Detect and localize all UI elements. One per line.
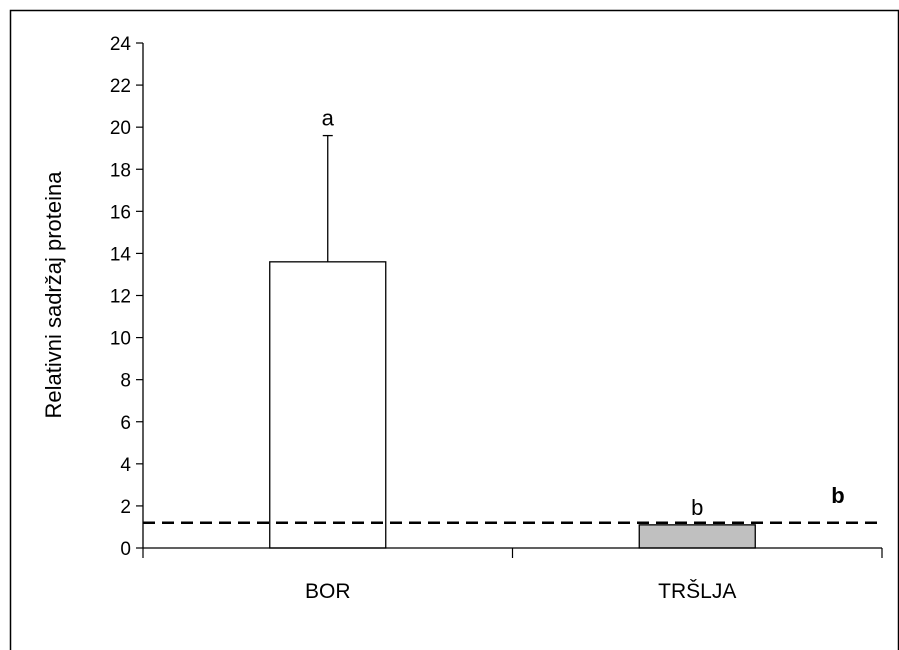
y-tick-label: 20: [110, 118, 131, 139]
y-tick-label: 14: [110, 244, 132, 265]
bars-group: [269, 261, 756, 549]
extra-significance-label: b: [831, 483, 844, 508]
y-tick-label: 6: [120, 413, 131, 434]
y-axis-title: Relativni sadržaj proteina: [41, 171, 66, 419]
x-category-label: TRŠLJA: [658, 580, 736, 603]
chart-border: [9, 9, 899, 650]
labels-group: BOR a TRŠLJA b b: [305, 106, 845, 603]
significance-label: a: [322, 106, 335, 131]
y-tick-label: 24: [110, 34, 132, 55]
y-tick-label: 8: [120, 371, 131, 392]
significance-label: b: [691, 495, 703, 520]
y-tick-label: 18: [110, 160, 131, 181]
y-tick-label: 12: [110, 287, 131, 308]
bar-bor: [269, 261, 387, 549]
y-tick-label: 2: [120, 497, 131, 518]
x-category-label: BOR: [305, 580, 351, 603]
y-tick-label: 4: [120, 455, 131, 476]
y-tick-label: 22: [110, 76, 131, 97]
y-tick-label: 0: [120, 539, 131, 560]
error-bars-group: [322, 134, 333, 262]
axes-group: [142, 43, 883, 558]
bar-tršlja: [638, 524, 756, 549]
y-tick-label: 10: [110, 329, 131, 350]
y-tick-label: 16: [110, 202, 131, 223]
